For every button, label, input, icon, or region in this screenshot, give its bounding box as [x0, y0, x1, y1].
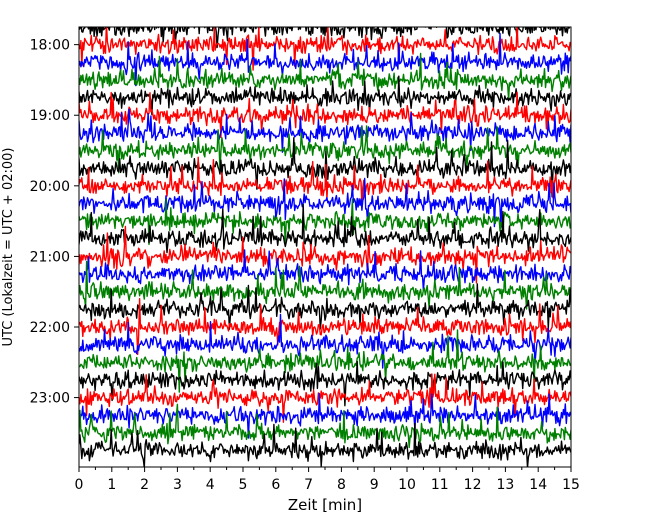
- x-tick-label: 10: [398, 477, 416, 493]
- trace-line: [79, 91, 571, 139]
- trace-line: [79, 27, 571, 49]
- x-tick-label: 0: [75, 477, 84, 493]
- trace-line: [79, 156, 571, 207]
- x-tick-label: 7: [304, 477, 313, 493]
- trace-line: [79, 108, 571, 153]
- trace-line: [79, 260, 571, 310]
- seismic-traces: [79, 27, 571, 467]
- x-tick-label: 8: [337, 477, 346, 493]
- trace-line: [79, 360, 571, 407]
- x-tick-label: 3: [173, 477, 182, 493]
- x-tick-label: 5: [239, 477, 248, 493]
- trace-line: [79, 313, 571, 369]
- x-axis: 0 1 2 3 4 5 6 7 8 9 10 11 12 13 14 15: [75, 467, 580, 493]
- trace-line: [79, 329, 571, 393]
- x-tick-label: 12: [464, 477, 482, 493]
- x-tick-label: 6: [271, 477, 280, 493]
- trace-line: [79, 75, 571, 116]
- y-axis: 18:00 19:00 20:00 21:00 22:00 23:00: [30, 38, 79, 407]
- trace-line: [79, 32, 571, 87]
- x-tick-label: 4: [206, 477, 215, 493]
- y-tick-label: 20:00: [30, 179, 70, 195]
- x-tick-label: 9: [370, 477, 379, 493]
- x-tick-label: 14: [529, 477, 547, 493]
- y-tick-label: 23:00: [30, 391, 70, 407]
- trace-line: [79, 52, 571, 100]
- y-axis-label: UTC (Lokalzeit = UTC + 02:00): [1, 148, 16, 347]
- y-tick-label: 19:00: [30, 108, 70, 124]
- x-tick-label: 15: [562, 477, 580, 493]
- y-tick-label: 21:00: [30, 249, 70, 265]
- trace-line: [79, 27, 571, 71]
- trace-line: [79, 422, 571, 467]
- x-axis-label: Zeit [min]: [288, 496, 362, 514]
- trace-line: [79, 198, 571, 246]
- y-tick-label: 18:00: [30, 38, 70, 54]
- trace-line: [79, 177, 571, 228]
- x-tick-label: 13: [496, 477, 514, 493]
- trace-line: [79, 125, 571, 174]
- x-tick-label: 11: [431, 477, 449, 493]
- trace-line: [79, 373, 571, 423]
- trace-line: [79, 225, 571, 284]
- trace-line: [79, 203, 571, 254]
- trace-line: [79, 298, 571, 356]
- trace-line: [79, 249, 571, 291]
- trace-line: [79, 403, 571, 449]
- x-tick-label: 2: [140, 477, 149, 493]
- x-tick-label: 1: [107, 477, 116, 493]
- trace-line: [79, 392, 571, 439]
- y-tick-label: 22:00: [30, 320, 70, 336]
